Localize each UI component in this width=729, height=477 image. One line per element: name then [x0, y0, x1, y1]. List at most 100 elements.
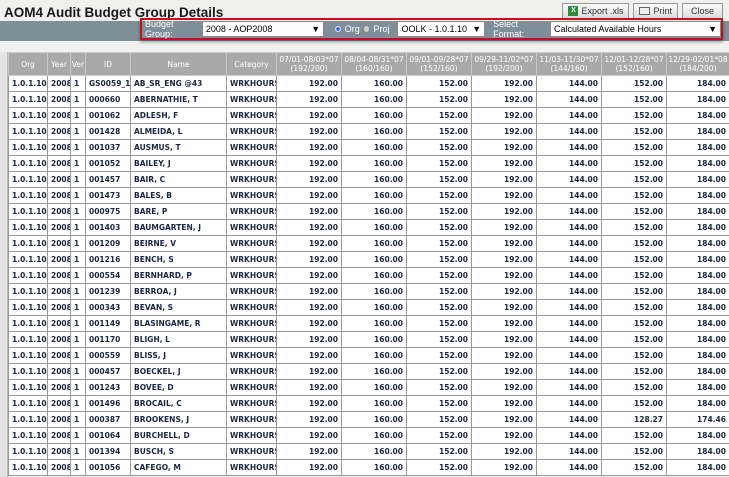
budget-group-select[interactable]: 2008 - AOP2008 ▼	[201, 21, 325, 37]
table-cell: 1.0.1.10	[8, 443, 48, 460]
table-cell: 152.00	[601, 299, 667, 316]
table-cell: 1.0.1.10	[8, 459, 48, 476]
table-cell: 144.00	[536, 443, 602, 460]
table-cell: 160.00	[341, 283, 407, 300]
table-cell: 001394	[85, 443, 131, 460]
table-cell: 000660	[85, 91, 131, 108]
table-cell: 2008	[47, 171, 71, 188]
table-cell: 192.00	[276, 123, 342, 140]
table-cell: 192.00	[276, 459, 342, 476]
table-row[interactable]: 1.0.1.10 2008 1 001403 BAUMGARTEN, J WRKHOURS…	[8, 219, 729, 236]
column-header[interactable]: Ver	[70, 52, 86, 76]
table-row[interactable]: 1.0.1.10 2008 1 GS0059_1 AB_SR_ENG @43 WRKHOU…	[8, 75, 729, 92]
table-cell: 2008	[47, 379, 71, 396]
table-cell: AUSMUS, T	[130, 139, 227, 156]
table-cell: 000387	[85, 411, 131, 428]
table-row[interactable]: 1.0.1.10 2008 1 000559 BLISS, J WRKHOURS 192.0…	[8, 347, 729, 364]
table-row[interactable]: 1.0.1.10 2008 1 001056 CAFEGO, M WRKHOURS 192.…	[8, 459, 729, 476]
table-cell: 192.00	[471, 347, 537, 364]
table-cell: 152.00	[406, 235, 472, 252]
table-cell: WRKHOURS	[226, 171, 277, 188]
table-cell: 160.00	[341, 235, 407, 252]
column-header[interactable]: 08/04-08/31*07 (160/160)	[341, 52, 407, 76]
table-cell: 1.0.1.10	[8, 171, 48, 188]
table-cell: 184.00	[666, 395, 729, 412]
column-header[interactable]: 12/29-02/01*08 (184/200)	[666, 52, 729, 76]
table-row[interactable]: 1.0.1.10 2008 1 000554 BERNHARD, P WRKHOURS 19…	[8, 267, 729, 284]
close-button[interactable]: Close	[681, 3, 723, 19]
table-header: Org Year Ver ID Name Category 07/01-08/03*07 (…	[8, 52, 729, 76]
table-cell: 000343	[85, 299, 131, 316]
table-cell: 1	[70, 155, 86, 172]
table-row[interactable]: 1.0.1.10 2008 1 001062 ADLESH, F WRKHOURS 192.…	[8, 107, 729, 124]
table-cell: 192.00	[471, 203, 537, 220]
table-row[interactable]: 1.0.1.10 2008 1 001239 BERROA, J WRKHOURS 192.…	[8, 283, 729, 300]
column-header[interactable]: Name	[130, 52, 227, 76]
table-cell: 192.00	[276, 427, 342, 444]
table-cell: 184.00	[666, 347, 729, 364]
table-row[interactable]: 1.0.1.10 2008 1 001170 BLIGH, L WRKHOURS 192.0…	[8, 331, 729, 348]
table-cell: 1	[70, 75, 86, 92]
table-row[interactable]: 1.0.1.10 2008 1 001473 BALES, B WRKHOURS 192.0…	[8, 187, 729, 204]
table-row[interactable]: 1.0.1.10 2008 1 001149 BLASINGAME, R WRKHOURS…	[8, 315, 729, 332]
table-cell: 192.00	[276, 411, 342, 428]
table-row[interactable]: 1.0.1.10 2008 1 001064 BURCHELL, D WRKHOURS 19…	[8, 427, 729, 444]
filter-bar: Budget Group: 2008 - AOP2008 ▼ Org Proj O…	[140, 18, 723, 40]
table-cell: 160.00	[341, 123, 407, 140]
table-cell: WRKHOURS	[226, 107, 277, 124]
table-cell: 001209	[85, 235, 131, 252]
table-cell: 152.00	[601, 123, 667, 140]
table-row[interactable]: 1.0.1.10 2008 1 001243 BOVEE, D WRKHOURS 192.0…	[8, 379, 729, 396]
column-header[interactable]: 09/01-09/28*07 (152/160)	[406, 52, 472, 76]
table-cell: 001064	[85, 427, 131, 444]
table-cell: 2008	[47, 139, 71, 156]
table-cell: 184.00	[666, 123, 729, 140]
format-select[interactable]: Calculated Available Hours ▼	[549, 21, 721, 37]
column-header[interactable]: 12/01-12/28*07 (152/160)	[601, 52, 667, 76]
table-row[interactable]: 1.0.1.10 2008 1 001052 BAILEY, J WRKHOURS 192.…	[8, 155, 729, 172]
column-header[interactable]: 07/01-08/03*07 (192/200)	[276, 52, 342, 76]
table-row[interactable]: 1.0.1.10 2008 1 001428 ALMEIDA, L WRKHOURS 192…	[8, 123, 729, 140]
export-label: Export .xls	[581, 6, 624, 16]
table-cell: 160.00	[341, 363, 407, 380]
column-header[interactable]: ID	[85, 52, 131, 76]
table-row[interactable]: 1.0.1.10 2008 1 001209 BEIRNE, V WRKHOURS 192.…	[8, 235, 729, 252]
table-cell: 160.00	[341, 331, 407, 348]
table-cell: 192.00	[471, 235, 537, 252]
table-cell: 144.00	[536, 395, 602, 412]
column-header[interactable]: Year	[47, 52, 71, 76]
org-radio[interactable]	[334, 25, 342, 33]
table-cell: 192.00	[471, 443, 537, 460]
table-row[interactable]: 1.0.1.10 2008 1 001216 BENCH, S WRKHOURS 192.0…	[8, 251, 729, 268]
table-row[interactable]: 1.0.1.10 2008 1 000457 BOECKEL, J WRKHOURS 192…	[8, 363, 729, 380]
table-row[interactable]: 1.0.1.10 2008 1 001037 AUSMUS, T WRKHOURS 192.…	[8, 139, 729, 156]
table-row[interactable]: 1.0.1.10 2008 1 000387 BROOKENS, J WRKHOURS 19…	[8, 411, 729, 428]
table-cell: 001062	[85, 107, 131, 124]
column-header[interactable]: 09/29-11/02*07 (192/200)	[471, 52, 537, 76]
table-cell: 184.00	[666, 443, 729, 460]
column-header[interactable]: Org	[8, 52, 48, 76]
table-cell: GS0059_1	[85, 75, 131, 92]
table-cell: 2008	[47, 235, 71, 252]
org-select[interactable]: OOLK - 1.0.1.10 ▼	[397, 21, 486, 37]
print-button[interactable]: Print	[633, 3, 678, 19]
table-cell: 2008	[47, 395, 71, 412]
table-cell: 2008	[47, 299, 71, 316]
table-row[interactable]: 1.0.1.10 2008 1 000343 BEVAN, S WRKHOURS 192.0…	[8, 299, 729, 316]
table-cell: 152.00	[601, 459, 667, 476]
table-cell: 192.00	[471, 315, 537, 332]
table-cell: 184.00	[666, 75, 729, 92]
proj-radio[interactable]	[362, 25, 371, 33]
table-cell: 1.0.1.10	[8, 139, 48, 156]
table-cell: 160.00	[341, 139, 407, 156]
table-row[interactable]: 1.0.1.10 2008 1 001394 BUSCH, S WRKHOURS 192.0…	[8, 443, 729, 460]
page-title: AOM4 Audit Budget Group Details	[4, 5, 224, 20]
table-row[interactable]: 1.0.1.10 2008 1 000975 BARE, P WRKHOURS 192.00…	[8, 203, 729, 220]
table-row[interactable]: 1.0.1.10 2008 1 000660 ABERNATHIE, T WRKHOURS…	[8, 91, 729, 108]
table-cell: 1.0.1.10	[8, 187, 48, 204]
export-xls-button[interactable]: X Export .xls	[562, 3, 630, 19]
column-header[interactable]: 11/03-11/30*07 (144/160)	[536, 52, 602, 76]
table-row[interactable]: 1.0.1.10 2008 1 001496 BROCAIL, C WRKHOURS 192…	[8, 395, 729, 412]
table-row[interactable]: 1.0.1.10 2008 1 001457 BAIR, C WRKHOURS 192.00…	[8, 171, 729, 188]
column-header[interactable]: Category	[226, 52, 277, 76]
